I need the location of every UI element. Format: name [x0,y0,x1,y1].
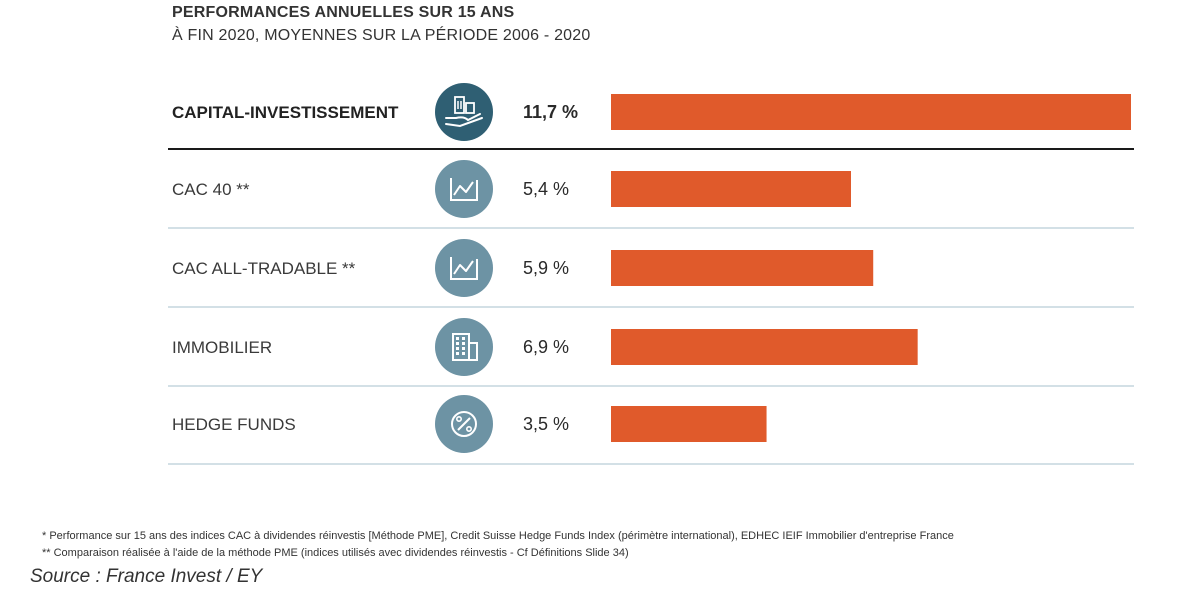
category-label: CAC 40 ** [172,180,250,199]
source-credit: Source : France Invest / EY [30,566,263,587]
bar [611,250,874,286]
category-label: CAPITAL-INVESTISSEMENT [172,103,399,122]
bar [611,94,1131,130]
value-label: 3,5 % [523,414,569,434]
value-label: 5,4 % [523,179,569,199]
line-chart-icon [435,160,493,218]
footnote-2: ** Comparaison réalisée à l'aide de la m… [42,547,629,559]
footnotes: * Performance sur 15 ans des indices CAC… [42,528,954,562]
bar [611,171,851,207]
value-label: 11,7 % [523,102,578,122]
building-icon [435,318,493,376]
line-chart-icon [435,239,493,297]
value-label: 5,9 % [523,258,569,278]
chart-subtitle: À FIN 2020, MOYENNES SUR LA PÉRIODE 2006… [172,27,591,44]
value-label: 6,9 % [523,337,569,357]
category-label: IMMOBILIER [172,338,272,357]
bar [611,329,918,365]
percent-icon [435,395,493,453]
category-label: HEDGE FUNDS [172,415,296,434]
footnote-1: * Performance sur 15 ans des indices CAC… [42,530,954,542]
category-label: CAC ALL-TRADABLE ** [172,259,356,278]
bar [611,406,767,442]
chart-title: PERFORMANCES ANNUELLES SUR 15 ANS [172,4,515,21]
investment-hand-icon [435,83,493,141]
